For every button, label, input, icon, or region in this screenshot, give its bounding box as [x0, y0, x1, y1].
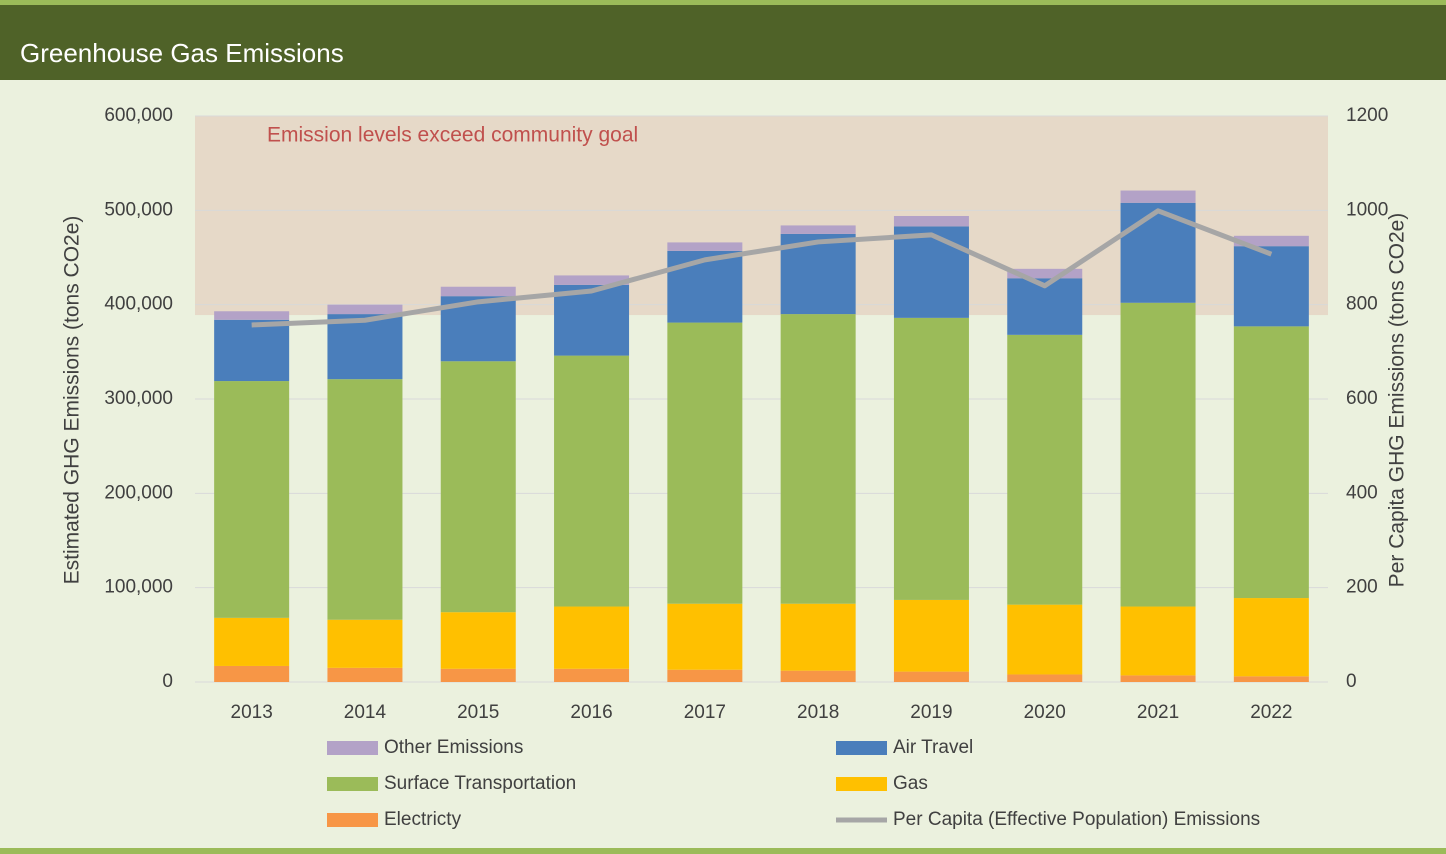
- bar-segment: [554, 284, 630, 356]
- bar-segment: [1007, 334, 1083, 605]
- y-axis-label: Estimated GHG Emissions (tons CO2e): [61, 216, 84, 585]
- legend-swatch: [327, 777, 378, 791]
- y-tick-label: 0: [162, 671, 173, 692]
- x-tick-label: 2018: [797, 702, 839, 723]
- bar-segment: [667, 250, 743, 323]
- bar-segment: [1007, 268, 1083, 279]
- bar-segment: [1120, 190, 1196, 203]
- legend-label: Other Emissions: [384, 737, 523, 758]
- y2-tick-label: 1200: [1346, 105, 1388, 126]
- x-tick-label: 2014: [344, 702, 387, 723]
- bar-segment: [780, 314, 856, 604]
- x-tick-label: 2020: [1024, 702, 1066, 723]
- legend-label: Per Capita (Effective Population) Emissi…: [893, 809, 1260, 830]
- x-tick-label: 2016: [570, 702, 612, 723]
- bar-segment: [780, 670, 856, 682]
- bar-segment: [327, 314, 403, 380]
- x-tick-label: 2013: [231, 702, 273, 723]
- bar-segment: [327, 304, 403, 315]
- y-tick-label: 500,000: [104, 199, 173, 220]
- bar-segment: [440, 286, 516, 297]
- bar-segment: [667, 603, 743, 670]
- legend-label: Air Travel: [893, 737, 973, 758]
- bar-segment: [214, 617, 290, 666]
- y-tick-label: 400,000: [104, 294, 173, 315]
- line-series: [251, 208, 1273, 328]
- legend-swatch: [836, 741, 887, 755]
- legend-label: Surface Transportation: [384, 773, 576, 794]
- bar-segment: [1007, 674, 1083, 682]
- y2-axis-label: Per Capita GHG Emissions (tons CO2e): [1386, 213, 1409, 588]
- x-tick-label: 2015: [457, 702, 499, 723]
- bar-segment: [554, 355, 630, 607]
- bar-segment: [327, 667, 403, 682]
- legend-label: Electricty: [384, 809, 462, 830]
- bottom-border: [0, 848, 1446, 854]
- y2-tick-label: 800: [1346, 294, 1378, 315]
- legend-label: Gas: [893, 773, 928, 794]
- y2-tick-label: 1000: [1346, 199, 1388, 220]
- top-border: [0, 0, 1446, 5]
- bar-segment: [893, 599, 969, 672]
- legend-swatch: [327, 813, 378, 827]
- bar-segment: [893, 317, 969, 600]
- y2-tick-label: 400: [1346, 482, 1378, 503]
- x-tick-label: 2019: [910, 702, 952, 723]
- bar-segment: [1120, 202, 1196, 303]
- header: [0, 5, 1446, 80]
- bar-segment: [214, 381, 290, 618]
- bar-segment: [1120, 302, 1196, 607]
- bar-segment: [1233, 326, 1309, 599]
- x-tick-label: 2021: [1137, 702, 1179, 723]
- legend-swatch: [327, 741, 378, 755]
- chart-title: Greenhouse Gas Emissions: [20, 38, 344, 68]
- bar-segment: [554, 606, 630, 669]
- bar-segment: [214, 319, 290, 382]
- legend-swatch: [836, 777, 887, 791]
- bar-segment: [780, 603, 856, 671]
- bar-segment: [440, 668, 516, 682]
- x-tick-label: 2022: [1250, 702, 1292, 723]
- bar-segment: [327, 619, 403, 668]
- y2-tick-label: 0: [1346, 671, 1357, 692]
- bar-segment: [893, 671, 969, 682]
- bar-segment: [440, 612, 516, 669]
- bar-segment: [214, 311, 290, 320]
- bar-segment: [327, 379, 403, 620]
- bar-segment: [667, 669, 743, 682]
- bar-segment: [667, 322, 743, 604]
- bar-segment: [214, 665, 290, 682]
- y-tick-label: 600,000: [104, 105, 173, 126]
- bar-segment: [554, 275, 630, 285]
- bar-segment: [440, 361, 516, 613]
- bar-segment: [1120, 606, 1196, 676]
- bar-segment: [1120, 675, 1196, 682]
- x-tick-label: 2017: [684, 702, 726, 723]
- bar-segment: [780, 225, 856, 234]
- bar-segment: [1233, 246, 1309, 327]
- y-tick-label: 200,000: [104, 482, 173, 503]
- bar-segment: [1233, 235, 1309, 247]
- bar-segment: [1007, 604, 1083, 675]
- y-tick-label: 300,000: [104, 388, 173, 409]
- bar-segment: [893, 226, 969, 318]
- y-tick-label: 100,000: [104, 577, 173, 598]
- y2-tick-label: 200: [1346, 577, 1378, 598]
- bar-segment: [1233, 676, 1309, 682]
- bar-segment: [667, 242, 743, 251]
- annotation: Emission levels exceed community goal: [267, 124, 638, 147]
- y2-tick-label: 600: [1346, 388, 1378, 409]
- bar-segment: [554, 668, 630, 682]
- bar-segment: [893, 215, 969, 227]
- bar-segment: [1233, 598, 1309, 677]
